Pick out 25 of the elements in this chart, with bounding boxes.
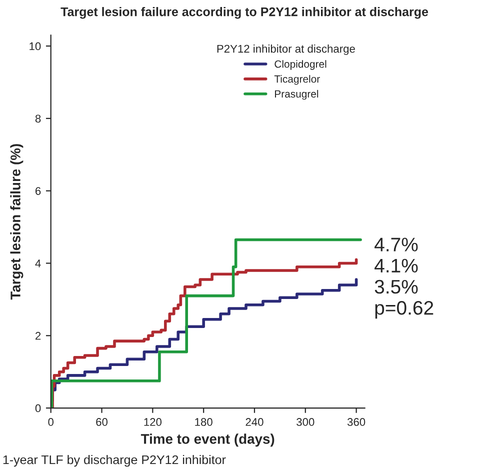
legend-title: P2Y12 inhibitor at discharge [217,44,355,55]
y-tick-label: 0 [35,404,41,412]
x-tick-label: 180 [195,418,212,426]
text: 1-year TLF by discharge P2Y12 inhibitor [3,455,226,467]
y-tick-label: 10 [30,42,41,50]
y-tick-label: 6 [36,187,41,195]
x-axis-title: Time to event (days) [140,434,274,447]
y-tick-label: 8 [35,114,41,123]
chart-title: Target lesion failure according to P2Y12 inhibitor at discharge [60,7,428,19]
text: p=0.62 [375,300,434,319]
x-tick-label: 0 [48,418,54,426]
x-tick-label: 120 [144,418,162,426]
legend-label: Prasugrel [275,90,318,100]
x-tick-label: 60 [96,418,108,426]
text: 4.1% [374,258,418,272]
text: 3.5% [374,280,418,294]
legend-label: Clopidogrel [274,60,326,70]
x-tick-label: 300 [296,418,314,426]
x-tick-label: 360 [347,418,366,426]
x-tick-label: 240 [246,418,264,426]
legend-label: Ticagrelor [274,75,320,85]
y-tick-label: 2 [36,332,41,340]
text: 4.7% [374,238,418,252]
y-tick-label: 4 [35,260,41,268]
y-axis-title: Target lesion failure (%) [10,144,24,300]
